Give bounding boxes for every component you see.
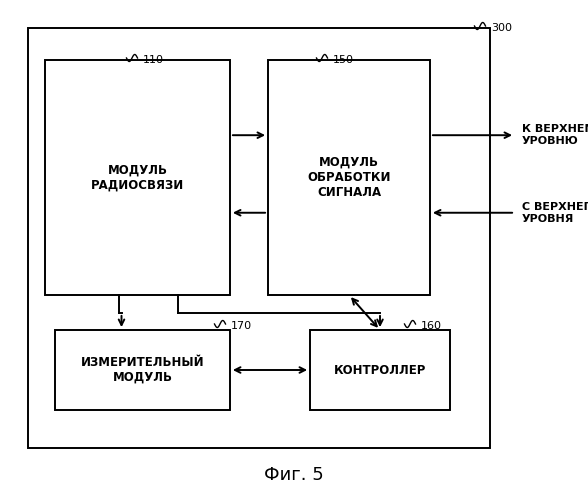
Text: 160: 160 — [421, 321, 442, 331]
Text: 110: 110 — [143, 55, 164, 65]
Text: С ВЕРХНЕГО
УРОВНЯ: С ВЕРХНЕГО УРОВНЯ — [522, 202, 588, 224]
Bar — [28, 28, 490, 448]
Bar — [45, 60, 230, 295]
Text: 170: 170 — [231, 321, 252, 331]
Text: 300: 300 — [491, 23, 512, 33]
Bar — [268, 60, 430, 295]
Text: КОНТРОЛЛЕР: КОНТРОЛЛЕР — [334, 364, 426, 376]
Text: Фиг. 5: Фиг. 5 — [264, 466, 324, 484]
Text: МОДУЛЬ
РАДИОСВЯЗИ: МОДУЛЬ РАДИОСВЯЗИ — [91, 164, 184, 192]
Text: МОДУЛЬ
ОБРАБОТКИ
СИГНАЛА: МОДУЛЬ ОБРАБОТКИ СИГНАЛА — [308, 156, 391, 199]
Text: 150: 150 — [333, 55, 354, 65]
Text: К ВЕРХНЕМУ
УРОВНЮ: К ВЕРХНЕМУ УРОВНЮ — [522, 124, 588, 146]
Bar — [55, 330, 230, 410]
Bar — [310, 330, 450, 410]
Text: ИЗМЕРИТЕЛЬНЫЙ
МОДУЛЬ: ИЗМЕРИТЕЛЬНЫЙ МОДУЛЬ — [81, 356, 204, 384]
